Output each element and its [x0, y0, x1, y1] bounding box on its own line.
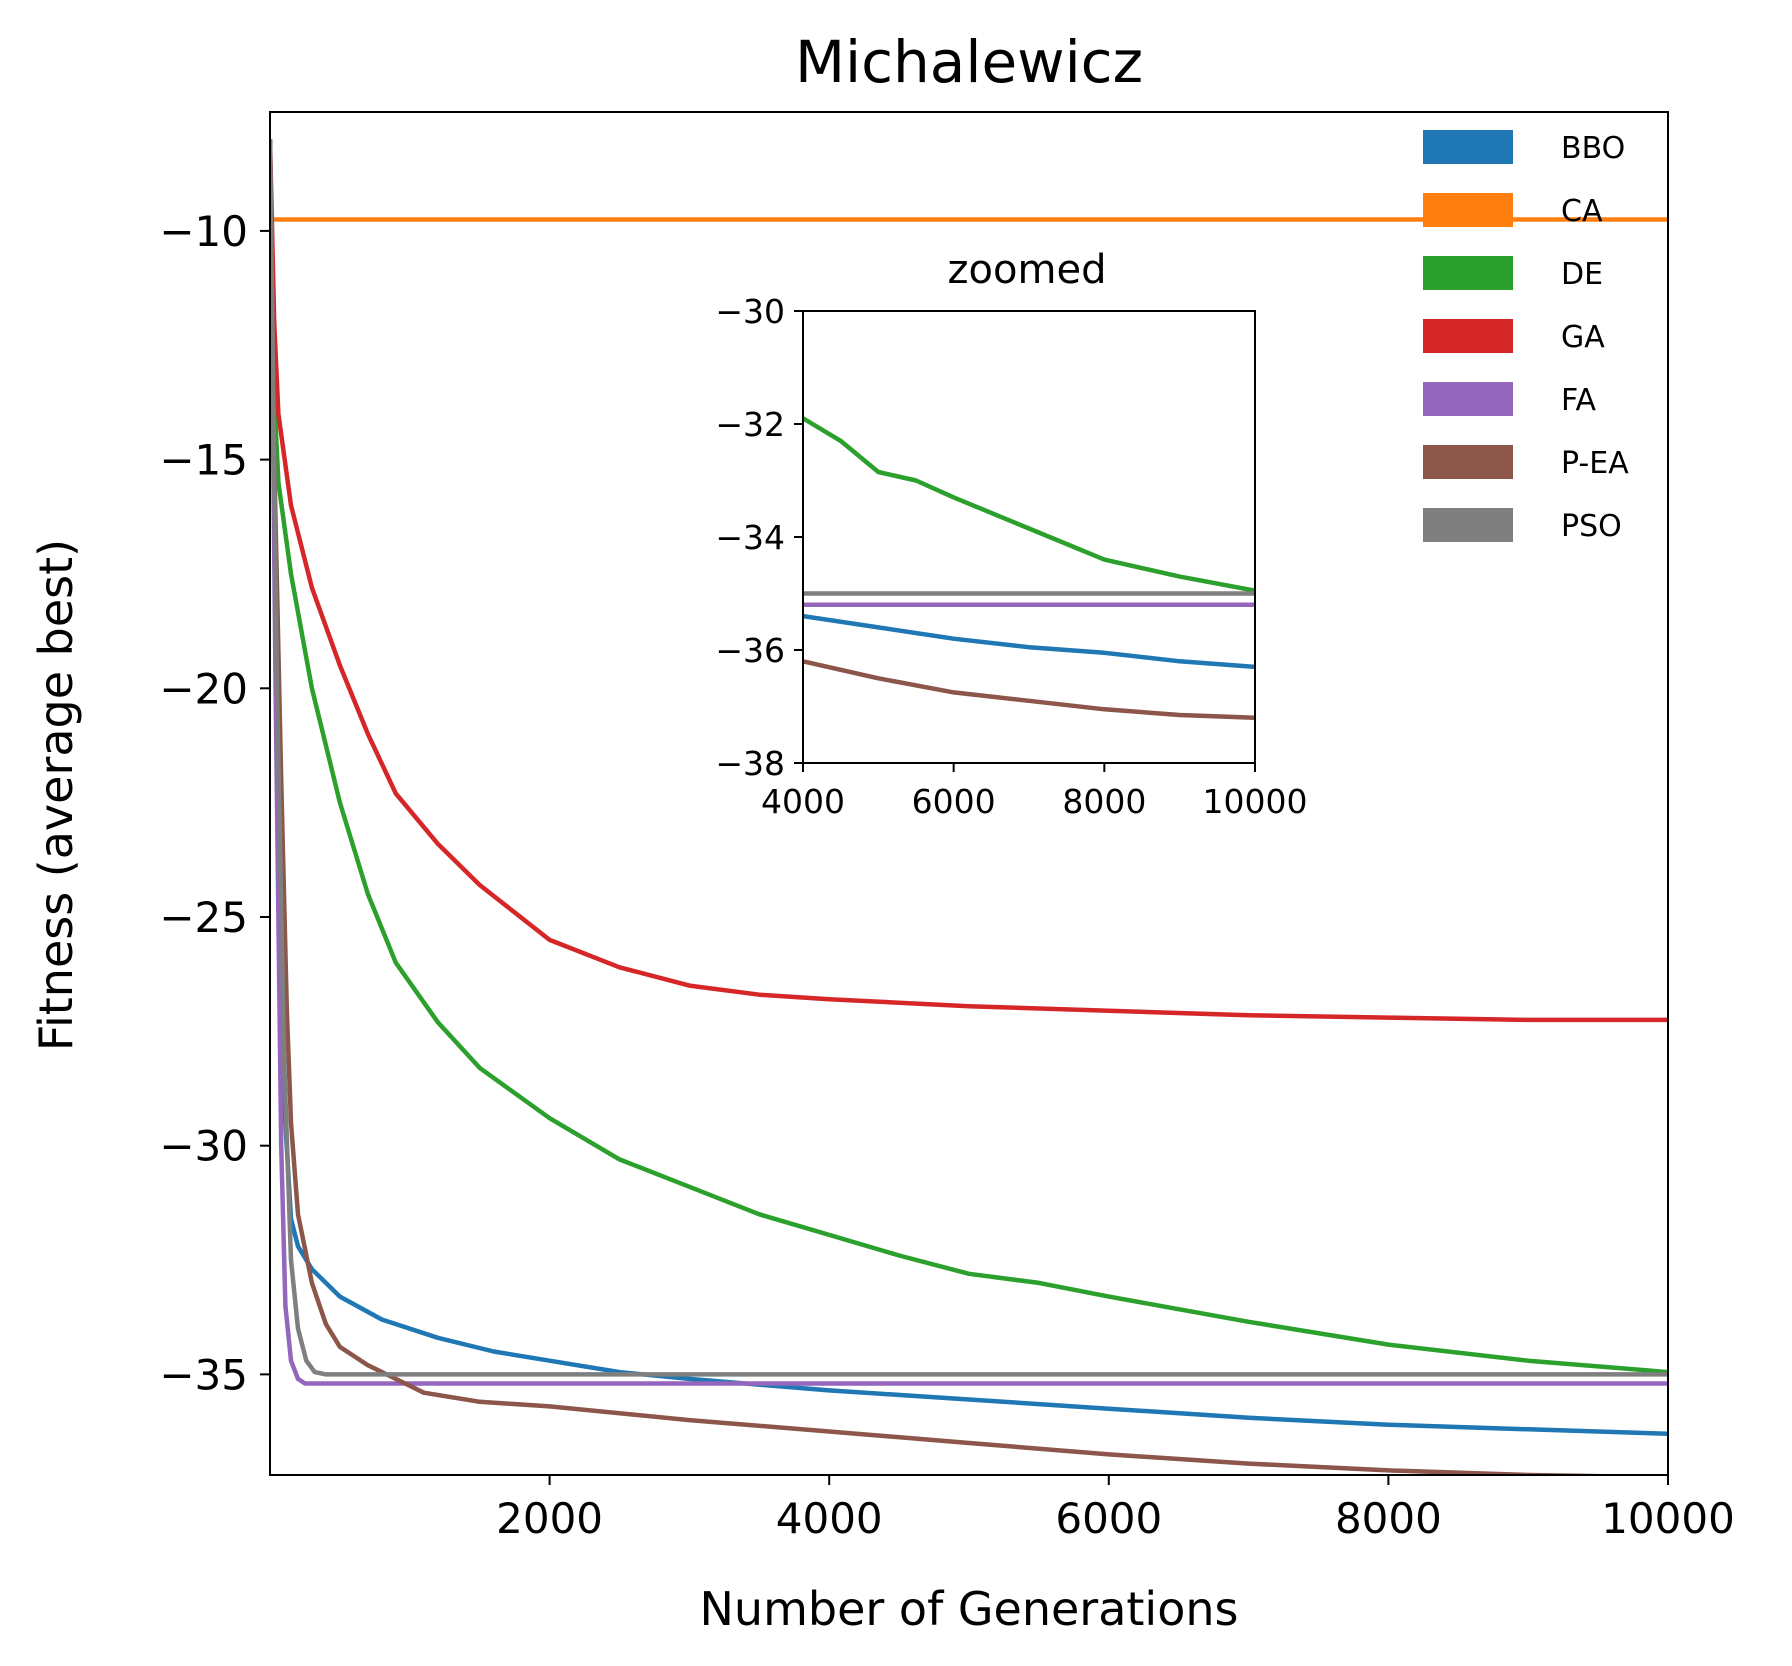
- series-line-de: [270, 139, 1668, 1375]
- legend-swatch-bbo: [1423, 130, 1513, 164]
- inset-series-group: [803, 416, 1255, 721]
- main-series-group: [270, 139, 1668, 1475]
- legend-label-bbo: BBO: [1561, 131, 1625, 166]
- legend-swatch-ga: [1423, 319, 1513, 353]
- x-tick-label: 6000: [1055, 1494, 1162, 1543]
- inset-series-line-p-ea: [803, 659, 1255, 721]
- series-line-ga: [270, 139, 1668, 1023]
- inset-x-tick-label: 4000: [761, 782, 845, 821]
- inset-y-tick-label: −36: [715, 631, 785, 670]
- legend-swatch-de: [1423, 256, 1513, 290]
- inset-y-tick-label: −34: [715, 518, 785, 557]
- x-axis-label: Number of Generations: [700, 1582, 1239, 1636]
- y-tick-label: −15: [159, 436, 248, 485]
- y-axis-label: Fitness (average best): [29, 539, 83, 1051]
- inset-plot-area: zoomed 4000 6000 8000 10000 −30 −32 −34 −36 −38: [715, 247, 1307, 821]
- legend-label-de: DE: [1561, 257, 1603, 292]
- x-tick-label: 8000: [1335, 1494, 1442, 1543]
- y-tick-label: −35: [159, 1350, 248, 1399]
- legend-label-p-ea: P-EA: [1561, 446, 1629, 481]
- inset-y-tick-label: −38: [715, 744, 785, 783]
- inset-background: [803, 311, 1255, 763]
- y-tick-label: −20: [159, 664, 248, 713]
- legend-label-pso: PSO: [1561, 509, 1622, 544]
- inset-x-tick-label: 8000: [1062, 782, 1146, 821]
- chart-title: Michalewicz: [795, 28, 1143, 96]
- legend: BBO CA DE GA FA P-EA PSO: [1423, 130, 1629, 544]
- legend-swatch-p-ea: [1423, 445, 1513, 479]
- legend-swatch-pso: [1423, 508, 1513, 542]
- x-tick-label: 4000: [776, 1494, 883, 1543]
- inset-title: zoomed: [948, 247, 1107, 293]
- inset-y-tick-label: −30: [715, 292, 785, 331]
- inset-x-tick-label: 6000: [912, 782, 996, 821]
- inset-x-tick-label: 10000: [1203, 782, 1308, 821]
- legend-swatch-fa: [1423, 382, 1513, 416]
- series-line-p-ea: [270, 139, 1665, 1475]
- legend-label-fa: FA: [1561, 383, 1597, 418]
- main-plot-area: 2000 4000 6000 8000 10000 −10 −15 −20 −25 −30 −35: [159, 111, 1735, 1543]
- legend-swatch-ca: [1423, 193, 1513, 227]
- y-tick-label: −30: [159, 1122, 248, 1171]
- x-tick-label: 2000: [496, 1494, 603, 1543]
- legend-label-ga: GA: [1561, 320, 1605, 355]
- inset-series-line-bbo: [803, 613, 1255, 670]
- inset-series-line-de: [803, 416, 1255, 593]
- series-line-fa: [270, 139, 1668, 1386]
- y-tick-label: −25: [159, 893, 248, 942]
- y-tick-label: −10: [159, 207, 248, 256]
- main-plot-frame: [269, 111, 1669, 1476]
- series-line-pso: [270, 139, 1668, 1377]
- inset-y-tick-label: −32: [715, 405, 785, 444]
- x-tick-label: 10000: [1601, 1494, 1735, 1543]
- series-line-bbo: [270, 139, 1668, 1437]
- legend-label-ca: CA: [1561, 194, 1603, 229]
